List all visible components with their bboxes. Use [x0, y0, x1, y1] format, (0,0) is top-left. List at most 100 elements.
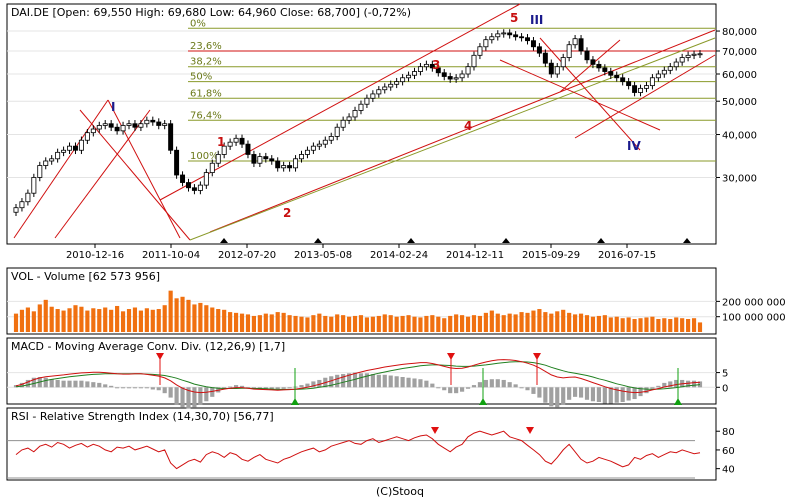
volume-bar: [61, 310, 66, 332]
macd-histogram-bar: [198, 387, 203, 405]
volume-bar: [25, 307, 30, 332]
date-tick-label: 2012-07-20: [218, 250, 276, 261]
macd-histogram-bar: [305, 383, 310, 388]
macd-title: MACD - Moving Average Conv. Div. (12,26,…: [11, 340, 285, 353]
candle-body: [691, 53, 697, 56]
macd-histogram-bar: [210, 387, 215, 397]
candle-body: [90, 128, 96, 134]
macd-histogram-bar: [109, 385, 114, 388]
macd-histogram-bar: [174, 387, 179, 405]
macd-histogram-bar: [204, 387, 209, 402]
volume-bar: [495, 313, 500, 332]
fibonacci-label: 61,8%: [190, 88, 222, 99]
candle-body: [358, 103, 364, 111]
volume-bar: [132, 307, 138, 332]
macd-histogram-bar: [549, 387, 554, 407]
macd-histogram-bar: [132, 387, 138, 389]
macd-histogram-bar: [561, 387, 566, 405]
candle-body: [459, 73, 465, 79]
fibonacci-label: 23,6%: [190, 41, 222, 52]
volume-bar: [49, 306, 54, 332]
volume-bar: [210, 307, 215, 332]
macd-histogram-bar: [477, 382, 483, 388]
candle-body: [209, 162, 215, 173]
volume-bar: [346, 316, 352, 332]
candle-body: [257, 156, 263, 164]
volume-bar: [97, 309, 102, 332]
candle-body: [150, 119, 156, 123]
volume-bar: [364, 317, 370, 332]
volume-bar: [483, 312, 488, 332]
macd-histogram-bar: [97, 382, 102, 388]
volume-bar: [418, 317, 423, 332]
macd-histogram-bar: [602, 387, 607, 404]
volume-bar: [507, 313, 512, 332]
period-marker: [502, 238, 510, 243]
trend-channel-line: [13, 99, 109, 239]
macd-histogram-bar: [483, 379, 488, 388]
macd-histogram-bar: [85, 381, 90, 388]
macd-histogram-bar: [608, 387, 613, 404]
candle-body: [13, 207, 19, 213]
volume-tick-label: 200 000 000: [722, 297, 786, 308]
candle-body: [84, 132, 90, 141]
volume-bar: [251, 315, 256, 332]
volume-bar: [79, 306, 84, 332]
candle-body: [566, 44, 572, 58]
candle-body: [435, 67, 441, 74]
candle-body: [578, 38, 584, 52]
candle-body: [168, 123, 174, 151]
macd-buy-signal: [674, 398, 682, 405]
volume-bar: [697, 322, 703, 332]
volume-bar: [638, 318, 643, 332]
macd-histogram-bar: [341, 374, 346, 388]
period-marker: [683, 238, 691, 243]
macd-histogram-bar: [162, 387, 167, 394]
volume-bar: [596, 315, 601, 332]
volume-bar: [406, 315, 411, 332]
candle-body: [584, 50, 590, 61]
candle-body: [643, 85, 649, 89]
date-tick-label: 2014-12-11: [446, 250, 504, 261]
macd-histogram-bar: [495, 379, 500, 388]
candle-body: [602, 67, 608, 72]
fibonacci-label: 50%: [190, 72, 212, 83]
macd-histogram-bar: [555, 387, 560, 408]
volume-bar: [531, 310, 536, 332]
macd-histogram-bar: [400, 377, 405, 388]
volume-bar: [126, 309, 132, 332]
candle-body: [406, 74, 412, 79]
candle-body: [364, 97, 370, 105]
macd-sell-signal: [533, 353, 541, 360]
candle-body: [19, 201, 25, 209]
macd-histogram-bar: [501, 379, 506, 388]
wave-label: III: [530, 13, 543, 27]
candle-body: [394, 81, 400, 85]
macd-histogram-bar: [311, 381, 316, 388]
candle-body: [180, 174, 186, 183]
candle-body: [287, 165, 293, 169]
macd-histogram-bar: [126, 387, 132, 389]
volume-bar: [37, 304, 42, 332]
rsi-tick-label: 60: [722, 446, 735, 457]
macd-histogram-bar: [239, 385, 245, 388]
candle-body: [655, 73, 661, 79]
candle-body: [191, 187, 197, 191]
candle-body: [120, 125, 126, 132]
candle-body: [530, 40, 536, 48]
volume-bar: [19, 309, 25, 332]
volume-bar: [549, 313, 554, 332]
candle-body: [685, 54, 691, 58]
volume-bar: [376, 315, 381, 332]
macd-tick-label: 5: [722, 369, 728, 380]
candle-body: [632, 85, 638, 93]
volume-bar: [448, 315, 453, 332]
volume-bar: [162, 305, 167, 332]
volume-bar: [454, 314, 459, 332]
macd-sell-signal: [156, 353, 164, 360]
candle-body: [269, 158, 275, 162]
trend-channel-line: [107, 99, 181, 239]
volume-bar: [602, 315, 607, 332]
candle-body: [316, 143, 322, 147]
volume-bar: [239, 313, 245, 332]
